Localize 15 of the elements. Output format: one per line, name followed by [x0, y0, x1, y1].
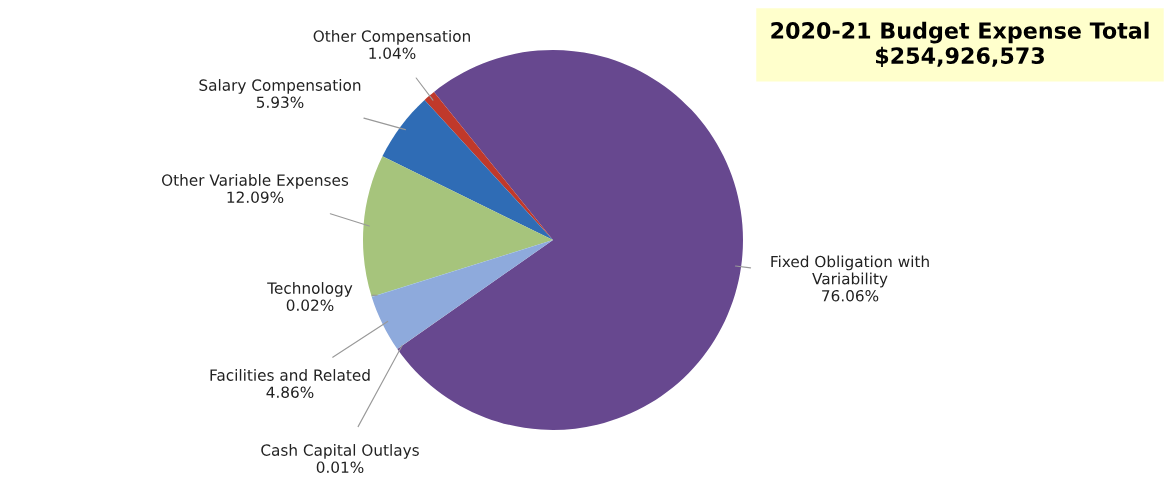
data-label: 0.02% [286, 299, 334, 311]
chart-title: 2020-21 Budget Expense Total $254,926,573 [771, 21, 1149, 67]
slice-label: Technology [267, 282, 353, 297]
data-label: 0.01% [316, 461, 364, 473]
slice-label: Cash Capital Outlays [261, 444, 419, 459]
data-label: 12.09% [227, 191, 284, 203]
slice-label: Facilities and Related [210, 369, 370, 381]
slice-label: Fixed Obligation with Variability [771, 255, 929, 288]
data-label: 76.06% [822, 289, 879, 302]
slice-label: Other Variable Expenses [161, 174, 349, 189]
slice-label: Salary Compensation [199, 79, 361, 94]
data-label: 5.93% [256, 96, 304, 108]
data-label: 1.04% [369, 47, 416, 59]
slice-label: Other Compensation [313, 30, 470, 45]
data-label: 4.86% [266, 386, 314, 398]
